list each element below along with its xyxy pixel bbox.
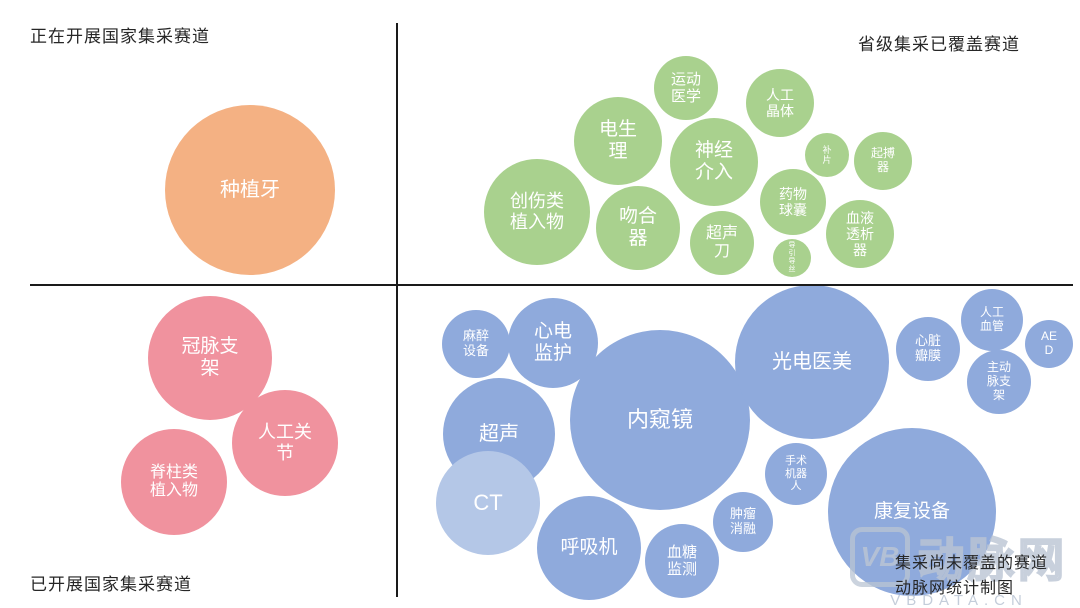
bubble-rehab-equipment: 康复设备 xyxy=(828,428,996,596)
bubble-trauma-implants: 创伤类 植入物 xyxy=(484,159,590,265)
bubble-heart-valve: 心脏 瓣膜 xyxy=(896,317,960,381)
bubble-electrophysiology: 电生 理 xyxy=(574,97,662,185)
bubble-glucose-monitoring: 血糖 监测 xyxy=(645,524,719,598)
bubble-optoelectronic-aesthetics: 光电医美 xyxy=(735,285,889,439)
bubble-artificial-joint: 人工关 节 xyxy=(232,390,338,496)
bubble-dental-implant: 种植牙 xyxy=(165,105,335,275)
bubble-artificial-vessel: 人工 血管 xyxy=(961,289,1023,351)
bubble-ventilator: 呼吸机 xyxy=(537,496,641,600)
bubble-drug-balloon: 药物 球囊 xyxy=(760,169,826,235)
bubble-ct: CT xyxy=(436,451,540,555)
bubble-patch: 补 片 xyxy=(805,133,849,177)
quadrant-label-top-left: 正在开展国家集采赛道 xyxy=(30,27,210,46)
bubble-aed: AE D xyxy=(1025,320,1073,368)
quadrant-label-top-right: 省级集采已覆盖赛道 xyxy=(858,35,1020,54)
bubble-intraocular-lens: 人工 晶体 xyxy=(746,69,814,137)
bubble-endoscope: 内窥镜 xyxy=(570,330,750,510)
bubble-hemodialyzer: 血液 透析 器 xyxy=(826,200,894,268)
bubble-spinal-implants: 脊柱类 植入物 xyxy=(121,429,227,535)
vertical-divider-line xyxy=(396,23,398,597)
bubble-stapler: 吻合 器 xyxy=(596,186,680,270)
quadrant-label-bottom-right: 集采尚未覆盖的赛道 动脉网统计制图 xyxy=(895,551,1048,601)
bubble-neuro-intervention: 神经 介入 xyxy=(670,118,758,206)
bubble-coronary-stent: 冠脉支 架 xyxy=(148,296,272,420)
bubble-sports-medicine: 运动 医学 xyxy=(654,56,718,120)
bubble-anesthesia-equipment: 麻醉 设备 xyxy=(442,310,510,378)
bubble-tumor-ablation: 肿瘤 消融 xyxy=(713,492,773,552)
bubble-aortic-stent: 主动 脉支 架 xyxy=(967,350,1031,414)
quadrant-label-bottom-right-title: 集采尚未覆盖的赛道 xyxy=(895,555,1049,572)
bubble-ultrasonic-scalpel: 超声 刀 xyxy=(690,211,754,275)
bubble-surgical-robot: 手术 机器 人 xyxy=(765,443,827,505)
bubble-guidewire: 导 引 导 丝 xyxy=(773,239,811,277)
bubble-pacemaker: 起搏 器 xyxy=(854,132,912,190)
quadrant-label-bottom-left: 已开展国家集采赛道 xyxy=(30,575,192,594)
horizontal-divider-line xyxy=(30,284,1073,286)
chart-credit-text: 动脉网统计制图 xyxy=(895,580,1015,597)
